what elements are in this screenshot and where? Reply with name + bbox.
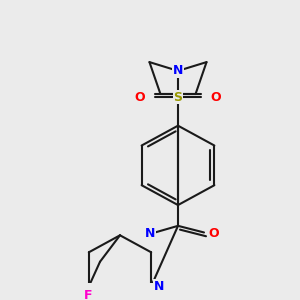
Text: F: F	[84, 289, 92, 300]
Text: O: O	[209, 227, 219, 240]
Text: O: O	[211, 91, 221, 104]
Text: N: N	[154, 280, 164, 293]
Text: O: O	[135, 91, 145, 104]
Text: S: S	[173, 91, 182, 104]
Text: N: N	[145, 227, 155, 240]
Text: N: N	[173, 64, 183, 77]
